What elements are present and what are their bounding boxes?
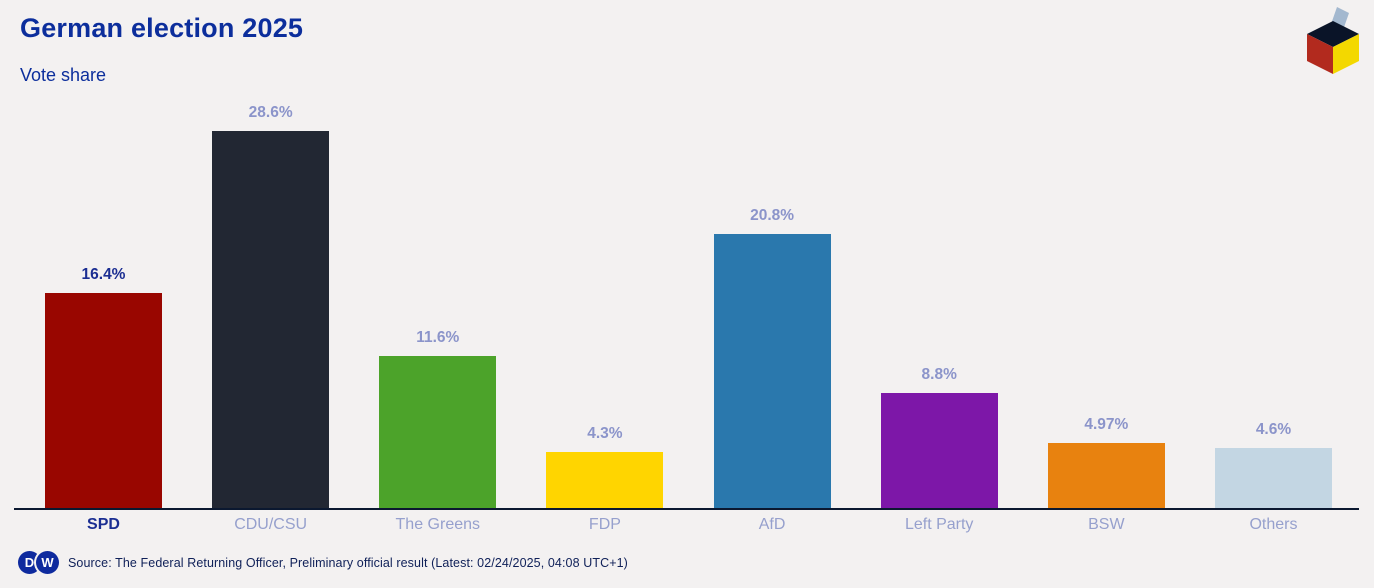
bar [1047,443,1165,509]
bar-value-label: 20.8% [750,207,795,224]
x-axis-line [14,508,1359,510]
bar [880,393,998,509]
x-axis-label: SPD [87,516,120,533]
bar-columns: 16.4% 28.6% 11.6% 4.3% 20.8% 8.8% 4.97% 4.6% [45,90,1332,509]
bar [212,131,330,509]
dw-logo-w: W [36,551,59,574]
bar-column: 8.8% [880,366,998,509]
bar [713,234,831,509]
footer: D W Source: The Federal Returning Office… [18,551,628,574]
bar [546,452,664,509]
bar-value-label: 8.8% [921,366,957,383]
ballot-left-shape [1307,34,1333,74]
x-axis-label: FDP [588,516,621,533]
chart-subtitle: Vote share [20,65,107,85]
bar-value-label: 11.6% [416,329,460,346]
bar-column: 28.6% [212,104,330,509]
dw-logo-d: D [18,551,41,574]
bar-value-label: 4.97% [1084,416,1129,433]
x-axis-label: AfD [758,516,786,533]
bar [379,356,497,509]
dw-logo-icon: D W [18,551,59,574]
x-axis-label: CDU/CSU [234,516,308,533]
ballot-slot-shape [1332,23,1345,34]
bar-chart: 16.4% 28.6% 11.6% 4.3% 20.8% 8.8% 4.97% 4.6% SP… [14,90,1359,540]
ballot-right-shape [1333,34,1359,74]
bar-value-label: 4.6% [1255,421,1292,438]
bar-column: 4.97% [1047,416,1165,509]
bar-value-label: 28.6% [248,104,293,121]
page-title: German election 2025 [20,13,304,43]
bar-value-label: 4.3% [587,425,623,442]
bar-column: 11.6% [379,329,497,509]
bar-column: 4.6% [1214,421,1332,509]
bar [45,293,162,509]
x-axis-labels: SPD CDU/CSU The Greens FDP AfD Left Party BSW O… [45,516,1332,534]
x-axis-label: The Greens [395,516,481,533]
bar [1214,448,1332,509]
source-text: Source: The Federal Returning Officer, P… [68,555,628,570]
bar-column: 4.3% [546,425,664,509]
x-axis-label: BSW [1088,516,1125,533]
header: German election 2025 Vote share [20,13,303,86]
bar-value-label: 16.4% [81,266,126,283]
bar-column: 20.8% [713,207,831,509]
ballot-box-icon [1302,6,1364,78]
bar-column: 16.4% [45,266,162,509]
x-axis-label: Others [1249,516,1298,533]
x-axis-label: Left Party [904,516,974,533]
